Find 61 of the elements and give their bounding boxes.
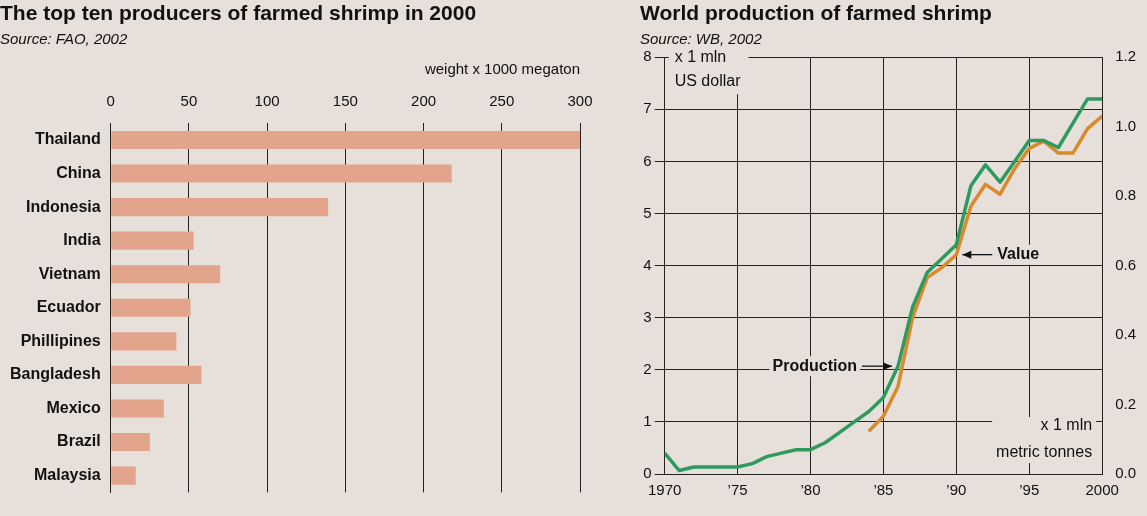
y-tick-label: 5 [643,203,652,221]
bar [111,164,452,183]
x-tick-label: ’95 [1019,481,1040,499]
x-tick-label: 250 [489,92,515,110]
y-axis-title: x 1 mln US dollar [674,47,742,89]
x-tick-label: ’75 [727,481,748,499]
x-tick-label: 50 [180,92,198,110]
y-tick-label: Indonesia [26,197,101,215]
bar [111,332,177,351]
y-tick-label: 7 [643,99,652,117]
chart-title: The top ten producers of farmed shrimp in 2000 [0,1,477,25]
chart-title: World production of farmed shrimp [640,1,992,25]
bar [111,466,136,485]
bar [111,198,329,217]
y-tick-label: 6 [643,151,652,169]
y2-tick-label: 0.6 [1115,255,1137,273]
y2-tick-label: 0.0 [1115,464,1137,482]
y-tick-label: 3 [643,307,652,325]
x-tick-label: 200 [411,92,437,110]
y2-tick-label: 0.4 [1115,325,1137,343]
bar [111,399,164,418]
y-tick-label: 4 [643,255,652,273]
y2-tick-label: 0.2 [1115,394,1137,412]
bar [111,298,191,317]
bar [111,231,194,250]
bar [111,432,150,452]
y-tick-label: 1 [643,412,652,430]
y-tick-label: Bangladesh [10,365,101,383]
y2-tick-label: 1.0 [1115,116,1137,134]
x-tick-label: 0 [106,92,115,110]
annotation: Value [997,245,1040,263]
y-tick-label: 0 [643,464,652,482]
y-tick-label: 8 [643,47,652,65]
x-tick-label: 2000 [1085,481,1119,499]
x-tick-label: 1970 [648,481,682,499]
y2-tick-label: 0.8 [1115,186,1137,204]
y-tick-label: India [63,231,101,249]
bar [111,265,221,284]
x-tick-label: 150 [332,92,358,110]
y-tick-label: China [56,163,101,181]
x-axis-title: weight x 1000 megaton [423,60,580,78]
chart-subtitle: Source: FAO, 2002 [0,30,128,48]
y-tick-label: Brazil [57,432,101,450]
y-tick-label: Malaysia [33,466,101,484]
x-tick-label: 300 [567,92,593,110]
bar [111,365,202,384]
y-tick-label: Mexico [46,398,101,416]
bar [111,130,580,150]
chart-subtitle: Source: WB, 2002 [640,30,763,48]
y-tick-label: Vietnam [38,264,101,282]
y2-tick-label: 1.2 [1115,47,1137,65]
x-tick-label: 100 [254,92,280,110]
y-tick-label: 2 [643,359,652,377]
y2-axis-title: x 1 mln metric tonnes [996,416,1093,461]
y-tick-label: Thailand [34,130,101,148]
x-tick-label: ’90 [946,481,967,499]
x-tick-label: ’85 [873,481,894,499]
y-tick-label: Phillipines [20,331,101,349]
y-tick-label: Ecuador [36,298,101,316]
x-tick-label: ’80 [800,481,821,499]
annotation: Production [772,356,857,374]
